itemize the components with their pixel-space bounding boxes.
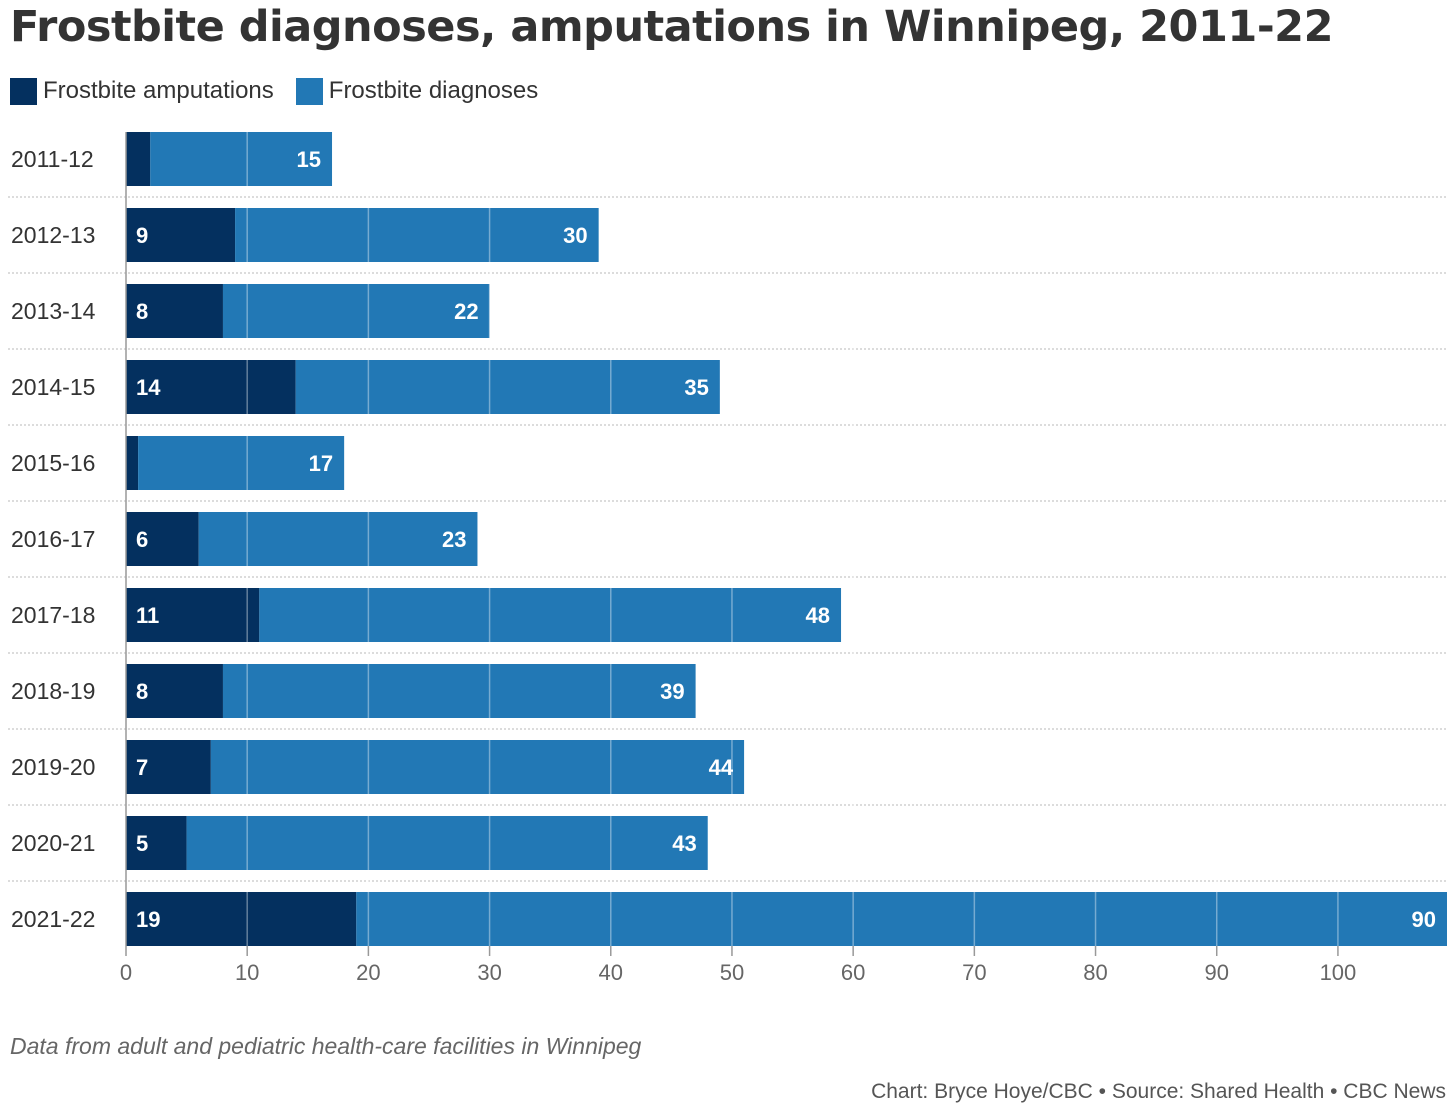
value-label-amputations: 6	[136, 527, 148, 552]
chart-credit: Chart: Bryce Hoye/CBC • Source: Shared H…	[871, 1080, 1446, 1103]
x-tick-label: 100	[1320, 960, 1357, 985]
category-label: 2018-19	[11, 678, 95, 704]
value-label-amputations: 11	[136, 603, 159, 628]
value-label-diagnoses: 30	[563, 223, 587, 248]
bar-amputations	[126, 664, 223, 718]
category-label: 2016-17	[11, 526, 95, 552]
category-label: 2012-13	[11, 222, 95, 248]
chart-note: Data from adult and pediatric health-car…	[10, 1033, 642, 1059]
bar-amputations	[126, 892, 357, 946]
bar-diagnoses	[138, 436, 345, 490]
bar-diagnoses	[295, 360, 720, 414]
value-label-amputations: 5	[136, 831, 148, 856]
value-label-diagnoses: 17	[309, 451, 333, 476]
value-label-amputations: 8	[136, 299, 148, 324]
x-tick-label: 80	[1083, 960, 1107, 985]
category-label: 2019-20	[11, 754, 95, 780]
bar-amputations	[126, 436, 139, 490]
bar-amputations	[126, 512, 199, 566]
bar-amputations	[126, 208, 236, 262]
bar-diagnoses	[235, 208, 599, 262]
bar-diagnoses	[150, 132, 333, 186]
value-label-amputations: 19	[136, 907, 160, 932]
value-label-diagnoses: 22	[454, 299, 478, 324]
bar-amputations	[126, 360, 296, 414]
legend: Frostbite amputations Frostbite diagnose…	[10, 77, 560, 105]
legend-swatch-diagnoses	[295, 77, 323, 105]
bar-diagnoses	[210, 740, 745, 794]
bar-diagnoses	[222, 664, 696, 718]
category-label: 2015-16	[11, 450, 95, 476]
value-label-diagnoses: 90	[1412, 907, 1436, 932]
legend-item-diagnoses: Frostbite diagnoses	[295, 77, 539, 105]
category-label: 2020-21	[11, 830, 95, 856]
x-tick-label: 40	[599, 960, 623, 985]
value-label-amputations: 8	[136, 679, 148, 704]
category-label: 2013-14	[11, 298, 96, 324]
value-label-diagnoses: 39	[660, 679, 684, 704]
value-label-diagnoses: 15	[297, 147, 321, 172]
x-tick-label: 70	[962, 960, 986, 985]
value-label-diagnoses: 44	[709, 755, 734, 780]
value-label-amputations: 7	[136, 755, 148, 780]
legend-label-amputations: Frostbite amputations	[43, 77, 274, 104]
legend-label-diagnoses: Frostbite diagnoses	[328, 77, 539, 104]
x-tick-label: 60	[841, 960, 865, 985]
bar-amputations	[126, 816, 187, 870]
category-label: 2014-15	[11, 374, 95, 400]
bar-diagnoses	[259, 588, 842, 642]
x-tick-label: 0	[120, 960, 132, 985]
bar-amputations	[126, 132, 151, 186]
bar-amputations	[126, 588, 260, 642]
value-label-amputations: 9	[136, 223, 148, 248]
x-tick-label: 20	[356, 960, 380, 985]
bar-amputations	[126, 284, 223, 338]
legend-swatch-amputations	[10, 77, 37, 105]
bar-diagnoses	[222, 284, 490, 338]
category-label: 2011-12	[11, 146, 94, 172]
x-tick-label: 10	[235, 960, 259, 985]
bar-diagnoses	[186, 816, 708, 870]
bar-diagnoses	[356, 892, 1447, 946]
value-label-diagnoses: 23	[442, 527, 466, 552]
bar-diagnoses	[198, 512, 478, 566]
value-label-diagnoses: 35	[684, 375, 708, 400]
x-tick-label: 50	[720, 960, 744, 985]
bar-amputations	[126, 740, 211, 794]
x-tick-label: 30	[477, 960, 501, 985]
category-label: 2021-22	[11, 906, 95, 932]
value-label-diagnoses: 48	[806, 603, 830, 628]
value-label-amputations: 14	[136, 375, 161, 400]
chart-title: Frostbite diagnoses, amputations in Winn…	[10, 2, 1334, 52]
category-label: 2017-18	[11, 602, 95, 628]
x-tick-label: 90	[1204, 960, 1228, 985]
legend-item-amputations: Frostbite amputations	[10, 77, 274, 105]
bar-chart: 2011-12 15 2012-13 9 30 2013-14 8 22 2014-15 14 35…	[8, 132, 1447, 985]
value-label-diagnoses: 43	[672, 831, 696, 856]
